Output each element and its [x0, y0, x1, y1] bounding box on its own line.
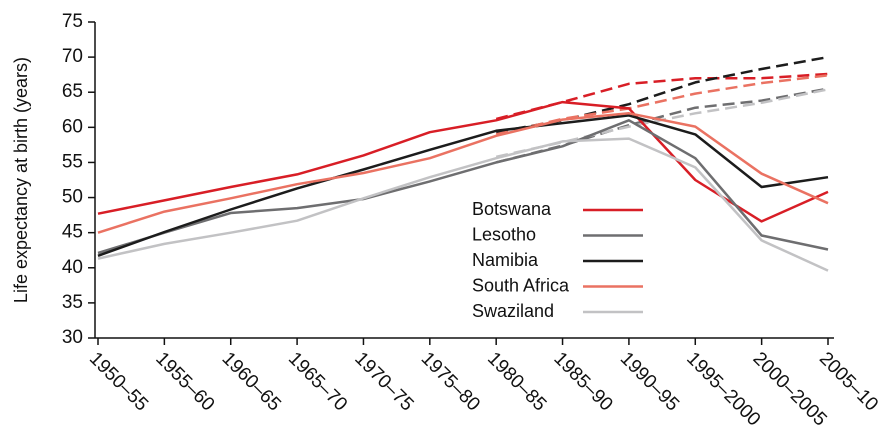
- x-tick-label: 1955–60: [151, 348, 218, 415]
- y-tick-label: 70: [62, 46, 83, 67]
- y-tick-label: 45: [62, 222, 83, 243]
- y-tick-label: 55: [62, 151, 83, 172]
- series-line: [97, 114, 829, 257]
- x-tick-label: 2005–10: [815, 348, 882, 415]
- y-tick-label: 50: [62, 187, 83, 208]
- y-tick-label: 65: [62, 81, 83, 102]
- x-tick-label: 1990–95: [616, 348, 683, 415]
- y-tick-label: 60: [62, 116, 83, 137]
- legend-label: Lesotho: [472, 224, 536, 244]
- series-line: [97, 112, 829, 234]
- x-tick-label: 1965–70: [284, 348, 351, 415]
- x-tick-label: 1950–55: [85, 348, 152, 415]
- legend-label: Botswana: [472, 199, 552, 219]
- y-tick-label: 40: [62, 257, 83, 278]
- y-tick-label: 35: [62, 292, 83, 313]
- legend-label: South Africa: [472, 275, 570, 295]
- x-tick-label: 1985–90: [549, 348, 616, 415]
- x-tick-label: 1975–80: [417, 348, 484, 415]
- x-tick-label: 1980–85: [483, 348, 550, 415]
- y-tick-label: 75: [62, 11, 83, 32]
- series-line: [97, 119, 829, 255]
- x-tick-label: 1970–75: [350, 348, 417, 415]
- y-axis-label: Life expectancy at birth (years): [11, 57, 31, 303]
- series-line: [97, 100, 829, 223]
- series-line: [97, 137, 829, 272]
- legend-label: Swaziland: [472, 301, 554, 321]
- y-tick-label: 30: [62, 327, 83, 348]
- legend-label: Namibia: [472, 250, 539, 270]
- x-tick-label: 1960–65: [218, 348, 285, 415]
